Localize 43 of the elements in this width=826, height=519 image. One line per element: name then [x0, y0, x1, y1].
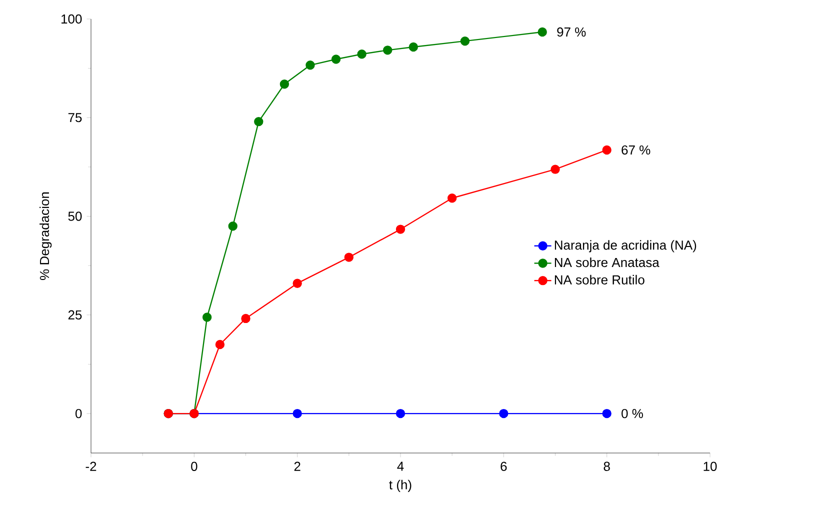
- y-axis-title: % Degradacion: [40, 192, 52, 280]
- point: [254, 116, 264, 126]
- x-tick-label: 4: [397, 462, 404, 471]
- point: [460, 36, 470, 46]
- legend-label: NA sobre Rutilo: [554, 274, 644, 284]
- y-tick-label: 100: [62, 14, 82, 24]
- y-tick-label: 50: [68, 212, 82, 221]
- point: [292, 278, 302, 288]
- y-tick-label: 25: [68, 310, 82, 320]
- point: [215, 340, 225, 350]
- x-tick-label: 0: [191, 462, 198, 471]
- point: [408, 42, 418, 52]
- point: [396, 224, 406, 234]
- point: [383, 46, 392, 55]
- point: [499, 408, 508, 418]
- annotation: 67 %: [622, 145, 650, 155]
- point: [306, 60, 315, 70]
- point: [241, 314, 250, 324]
- point: [602, 408, 612, 418]
- x-axis-title: t (h): [389, 480, 412, 492]
- x-tick-label: 6: [500, 462, 507, 471]
- point: [602, 145, 612, 155]
- annotation: 97 %: [557, 27, 586, 37]
- point: [550, 164, 560, 174]
- point: [331, 54, 341, 64]
- point: [280, 80, 290, 89]
- legend-label: NA sobre Anatasa: [554, 258, 660, 268]
- x-tick-label: -2: [86, 462, 96, 471]
- point: [344, 252, 354, 262]
- point: [538, 27, 547, 37]
- point: [228, 222, 238, 231]
- point: [202, 312, 212, 322]
- x-tick-label: 2: [294, 462, 300, 471]
- point: [292, 408, 302, 418]
- annotation: 0 %: [622, 408, 643, 418]
- y-tick-label: 0: [76, 408, 82, 418]
- y-tick-label: 75: [68, 113, 82, 122]
- x-tick-label: 10: [704, 462, 717, 471]
- x-tick-label: 8: [604, 462, 610, 471]
- legend-label: Naranja de acridina (NA): [554, 240, 696, 252]
- point: [357, 50, 366, 59]
- point: [447, 194, 457, 203]
- point: [396, 408, 406, 418]
